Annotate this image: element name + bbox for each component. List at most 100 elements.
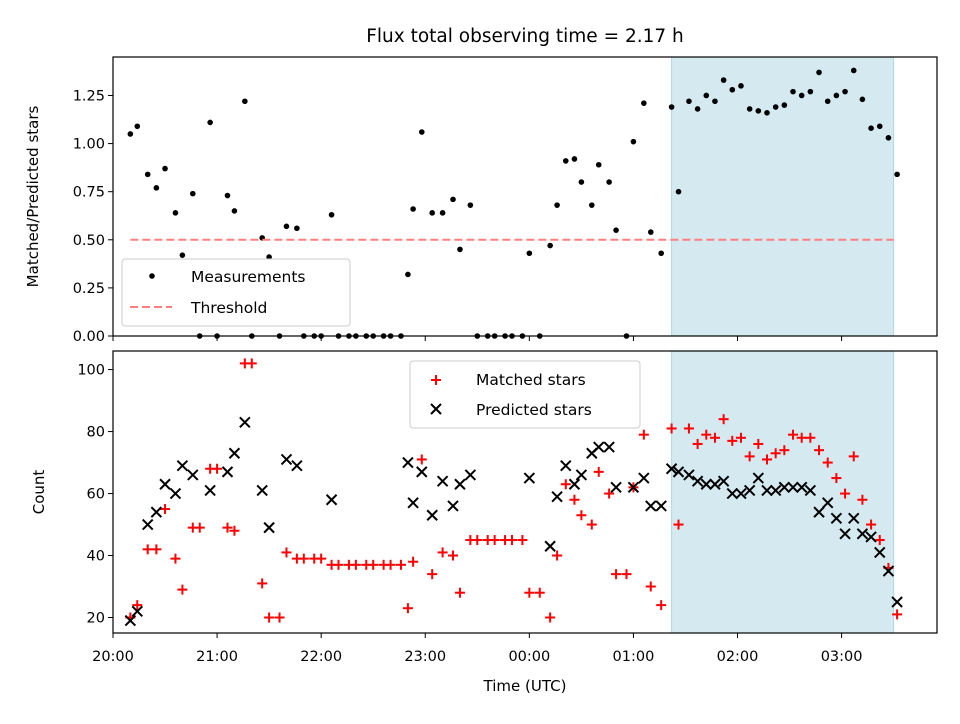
x-b [159, 478, 171, 490]
matched-star-point [408, 556, 419, 567]
matched-star-point [151, 544, 162, 555]
matched-star-point [892, 609, 903, 620]
x-b [325, 494, 338, 506]
measurement-point [781, 102, 788, 108]
predicted-star-point [726, 487, 739, 500]
measurement-point [606, 179, 612, 185]
matched-star-point [656, 600, 667, 611]
measurement-point [668, 104, 675, 110]
measurement-point [647, 229, 654, 235]
predicted-star-point [187, 469, 199, 481]
measurement-point [859, 96, 866, 103]
x-b [882, 565, 895, 577]
matched-star-point [402, 603, 413, 614]
predicted-star-point [263, 521, 275, 534]
x-b [830, 512, 843, 525]
x-b [551, 490, 563, 503]
predicted-star-point [665, 463, 678, 475]
legend-marker-measurements [149, 273, 155, 279]
matched-star-point [848, 451, 859, 462]
x-b [795, 481, 808, 494]
measurement-point [562, 158, 569, 164]
x-b [150, 506, 163, 518]
measurement-point [153, 185, 160, 191]
matched-star-point [257, 578, 268, 589]
matched-star-point [753, 438, 764, 449]
matched-star-point [770, 448, 781, 459]
x-b [717, 475, 730, 487]
measurement-point [824, 98, 831, 105]
matched-star-point [840, 488, 851, 499]
predicted-star-point [325, 494, 338, 506]
predicted-star-point [575, 469, 588, 481]
measurement-point [162, 165, 168, 172]
x-b [761, 484, 773, 497]
matched-star-point [831, 473, 842, 484]
measurement-point [294, 225, 300, 232]
x-b [645, 500, 657, 512]
measurement-point [526, 250, 533, 257]
matched-star-point [805, 432, 816, 443]
x-b [256, 484, 268, 497]
predicted-star-point [568, 478, 581, 490]
x-b [778, 481, 791, 494]
bottom-panel: 20 40 60 80 100 20:00 21:00 22:00 23:00 00:00 01:0… [77, 350, 938, 665]
measurement-point [231, 208, 238, 214]
measurement-point [764, 110, 770, 116]
x-b [447, 500, 459, 512]
matched-star-point [866, 519, 877, 530]
highlight-window [671, 350, 895, 634]
predicted-star-point [228, 447, 241, 459]
predicted-star-point [752, 472, 765, 484]
predicted-star-point [856, 528, 869, 540]
x-b [839, 528, 851, 540]
x-b [691, 475, 704, 487]
predicted-star-point [769, 484, 782, 497]
predicted-star-point [551, 490, 563, 503]
predicted-star-point [735, 487, 747, 500]
matched-star-point [177, 584, 188, 595]
measurement-point [547, 242, 553, 249]
x-b [575, 469, 588, 481]
x-axis-label: Time (UTC) [483, 677, 567, 695]
top-panel: 0.00 0.25 0.50 0.75 1.00 1.25 Measurements Thre… [73, 56, 938, 345]
legend-marker-predicted [430, 403, 442, 415]
legend-label-predicted: Predicted stars [476, 401, 592, 419]
predicted-star-point [150, 506, 163, 518]
matched-star-point [160, 504, 171, 515]
y-tick-label: 40 [87, 549, 105, 565]
matched-star-point [645, 581, 656, 592]
legend-label-threshold: Threshold [190, 299, 267, 317]
matched-star-point [333, 559, 344, 570]
measurement-point [703, 92, 710, 99]
predicted-star-point [778, 481, 791, 494]
measurement-point [242, 98, 248, 105]
x-b [735, 487, 747, 500]
measurement-point [571, 156, 578, 162]
predicted-star-point [865, 531, 877, 543]
matched-star-point [222, 522, 233, 533]
measurement-point [772, 104, 779, 110]
matched-star-point [448, 550, 459, 561]
matched-star-point [316, 553, 327, 564]
matched-star-point [638, 429, 649, 440]
measurement-point [207, 119, 213, 126]
predicted-star-point [882, 565, 895, 577]
predicted-star-point [795, 481, 808, 494]
measurement-point [694, 106, 701, 112]
matched-star-point [576, 510, 587, 521]
predicted-star-point [761, 484, 773, 497]
x-b [544, 540, 556, 552]
x-tick-label: 00:00 [508, 649, 550, 665]
x-b [141, 518, 154, 531]
matched-star-point [274, 612, 285, 623]
x-b [131, 605, 143, 618]
predicted-star-point [743, 484, 756, 497]
matched-star-point [621, 569, 632, 580]
x-b [239, 416, 251, 428]
matched-star-point [611, 569, 622, 580]
matched-star-point [718, 414, 729, 425]
x-b [726, 487, 739, 500]
legend-label-matched: Matched stars [476, 371, 586, 389]
x-b [848, 512, 860, 525]
